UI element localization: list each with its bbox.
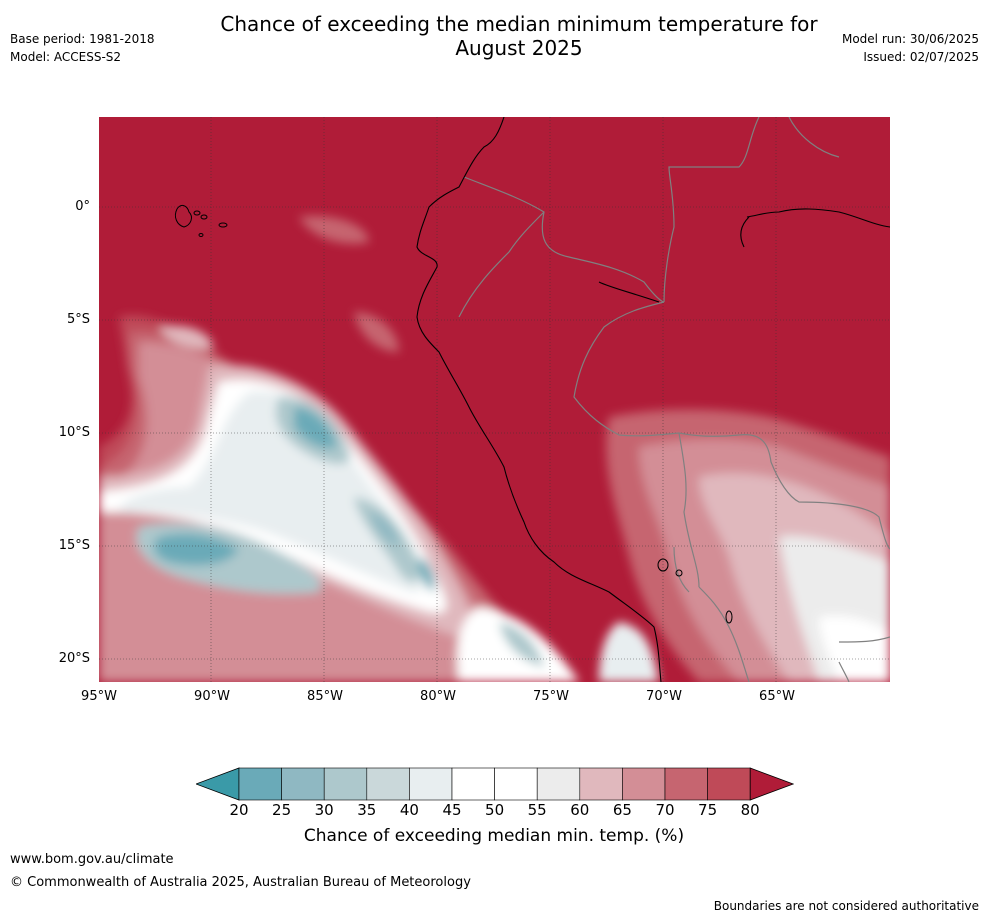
model-text: Model: ACCESS-S2 bbox=[10, 50, 122, 64]
colorbar bbox=[194, 766, 795, 806]
colorbar-segment bbox=[707, 767, 751, 801]
lat-label: 0° bbox=[75, 199, 90, 214]
probability-field bbox=[99, 216, 890, 682]
colorbar-tick-label: 65 bbox=[612, 801, 632, 819]
lon-label: 85°W bbox=[307, 689, 343, 704]
islands bbox=[174, 204, 733, 624]
model-run-text: Model run: 30/06/2025 bbox=[841, 32, 979, 46]
colorbar-segment bbox=[281, 767, 325, 801]
colorbar-segment bbox=[323, 767, 368, 801]
title-line-2: August 2025 bbox=[455, 36, 583, 60]
colorbar-tick-label: 30 bbox=[314, 801, 334, 819]
colorbar-segment bbox=[579, 767, 623, 801]
lon-label: 80°W bbox=[420, 689, 456, 704]
footer-copyright: © Commonwealth of Australia 2025, Austra… bbox=[10, 875, 471, 890]
coastline bbox=[416, 117, 890, 682]
colorbar-tick-label: 70 bbox=[655, 801, 675, 819]
colorbar-tick-label: 20 bbox=[229, 801, 249, 819]
colorbar-tick-label: 35 bbox=[357, 801, 377, 819]
colorbar-extend-high bbox=[749, 767, 795, 801]
colorbar-tick-label: 45 bbox=[442, 801, 462, 819]
lon-label: 65°W bbox=[759, 689, 795, 704]
issued-text: Issued: 02/07/2025 bbox=[863, 50, 979, 64]
meta-left: Base period: 1981-2018 Model: ACCESS-S2 bbox=[10, 30, 155, 66]
meta-right: Model run: 30/06/2025 Issued: 02/07/2025 bbox=[842, 30, 979, 66]
colorbar-tick-label: 50 bbox=[485, 801, 505, 819]
colorbar-segment bbox=[238, 767, 282, 801]
footer-note: Boundaries are not considered authoritat… bbox=[713, 899, 979, 913]
lon-label: 75°W bbox=[533, 689, 569, 704]
colorbar-tick-label: 75 bbox=[698, 801, 718, 819]
lat-label: 10°S bbox=[58, 425, 90, 440]
colorbar-tick-label: 80 bbox=[740, 801, 760, 819]
colorbar-segment bbox=[536, 767, 581, 801]
lat-label: 5°S bbox=[66, 312, 90, 327]
colorbar-label: Chance of exceeding median min. temp. (%… bbox=[303, 826, 685, 846]
colorbar-tick-label: 55 bbox=[527, 801, 547, 819]
colorbar-segment bbox=[494, 767, 538, 801]
colorbar-segment bbox=[451, 767, 495, 801]
colorbar-segment bbox=[366, 767, 410, 801]
lon-label: 90°W bbox=[194, 689, 230, 704]
country-borders bbox=[458, 117, 890, 682]
lon-label: 95°W bbox=[81, 689, 117, 704]
colorbar-segment bbox=[622, 767, 666, 801]
colorbar-tick-label: 25 bbox=[272, 801, 292, 819]
lat-label: 15°S bbox=[58, 538, 90, 553]
colorbar-tick-label: 60 bbox=[570, 801, 590, 819]
forecast-map bbox=[99, 117, 890, 682]
colorbar-extend-low bbox=[194, 767, 240, 801]
colorbar-segment bbox=[664, 767, 708, 801]
graticule bbox=[99, 117, 890, 682]
base-period-text: Base period: 1981-2018 bbox=[10, 32, 155, 46]
title-line-1: Chance of exceeding the median minimum t… bbox=[220, 12, 818, 36]
page-title: Chance of exceeding the median minimum t… bbox=[0, 12, 988, 60]
lat-label: 20°S bbox=[58, 651, 90, 666]
map-canvas bbox=[99, 117, 890, 682]
colorbar-tick-label: 40 bbox=[399, 801, 419, 819]
footer-url: www.bom.gov.au/climate bbox=[10, 852, 174, 867]
colorbar-segment bbox=[409, 767, 453, 801]
lon-label: 70°W bbox=[646, 689, 682, 704]
colorbar-graphic bbox=[194, 767, 795, 801]
